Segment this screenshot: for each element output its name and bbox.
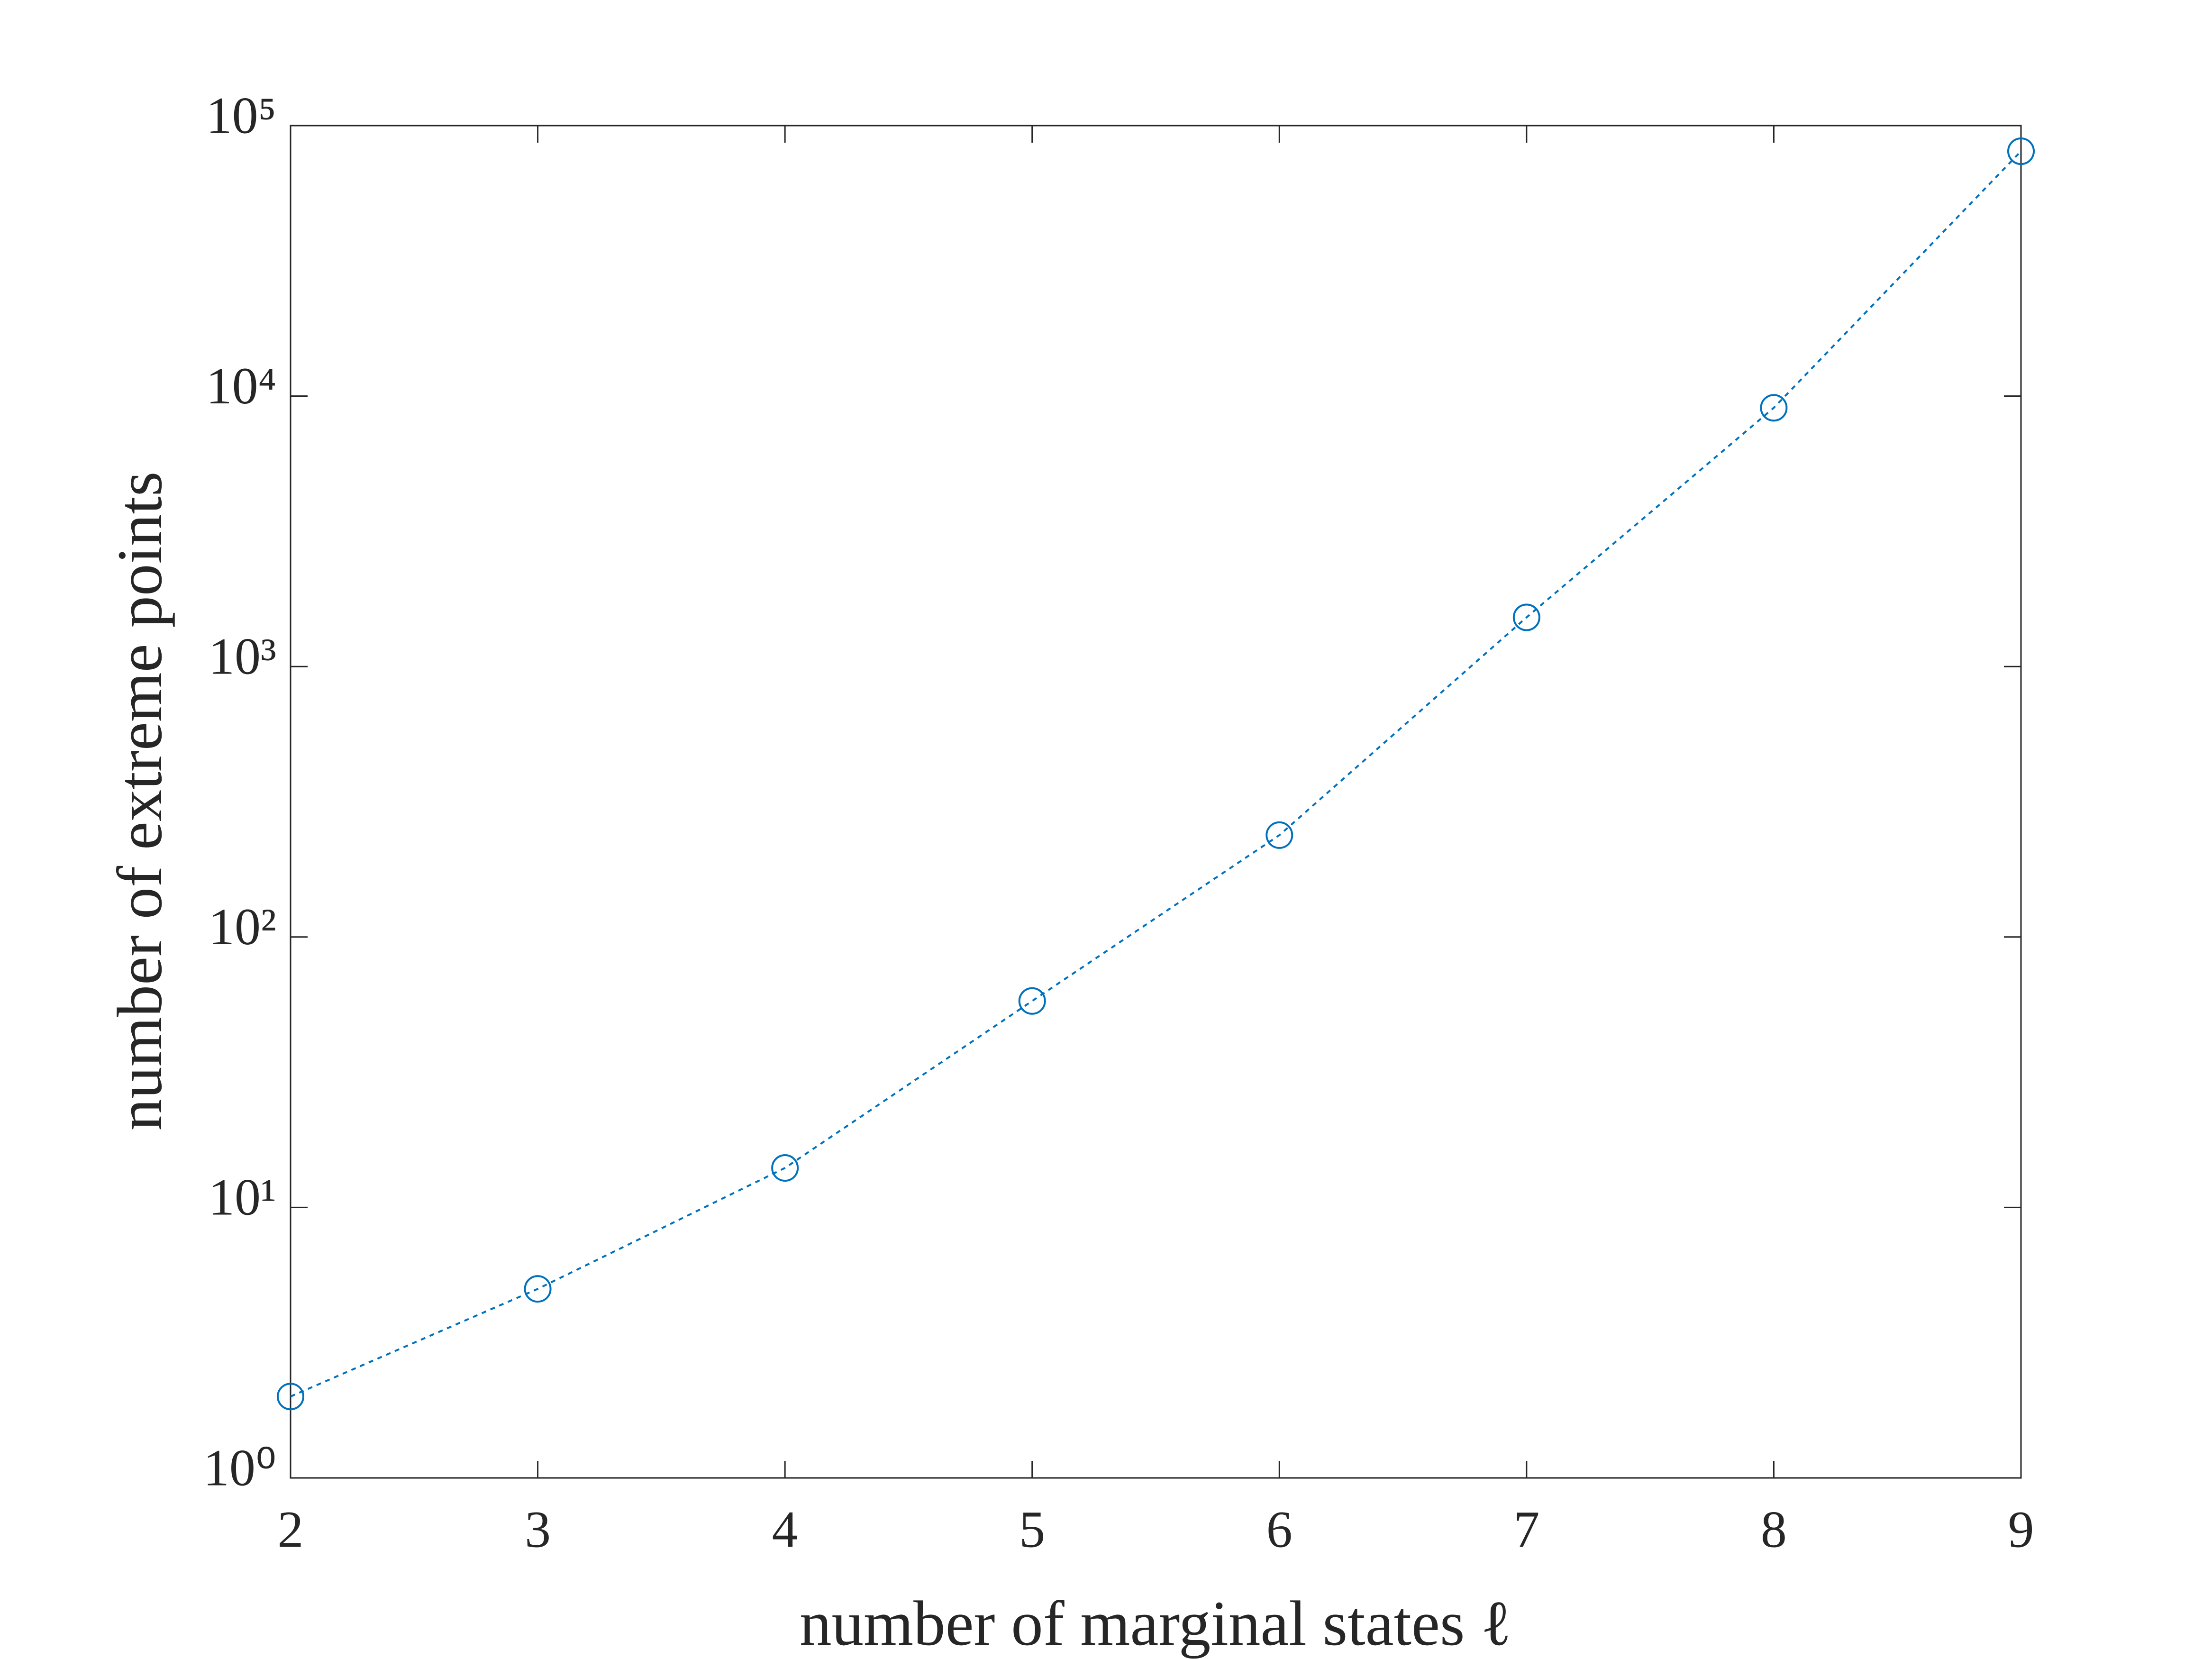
marker xyxy=(1760,394,1788,422)
x-tick-label: 8 xyxy=(1761,1500,1787,1558)
x-tick-label: 6 xyxy=(1266,1500,1293,1558)
marker xyxy=(524,1275,552,1303)
y-tick-label: 10¹ xyxy=(209,1168,276,1226)
x-tick-label: 5 xyxy=(1019,1500,1045,1558)
x-tick-label: 7 xyxy=(1513,1500,1539,1558)
y-tick-label: 10³ xyxy=(209,627,276,685)
marker xyxy=(1512,603,1540,631)
x-tick-label: 9 xyxy=(2008,1500,2034,1558)
y-tick-label: 10⁰ xyxy=(203,1439,276,1496)
marker xyxy=(1265,821,1293,849)
x-tick-label: 2 xyxy=(278,1500,304,1558)
x-axis-label: number of marginal states ℓ xyxy=(800,1588,1511,1659)
marker xyxy=(2007,137,2035,165)
x-tick-label: 3 xyxy=(525,1500,551,1558)
y-tick-label: 10⁴ xyxy=(206,357,276,415)
axes-box xyxy=(290,125,2022,1479)
marker xyxy=(277,1383,304,1411)
marker xyxy=(771,1154,799,1182)
y-tick-label: 10² xyxy=(209,898,276,956)
y-axis-label: number of extreme points xyxy=(105,472,175,1131)
y-tick-label: 10⁵ xyxy=(206,86,276,144)
series-line xyxy=(290,150,2022,1398)
x-tick-label: 4 xyxy=(772,1500,798,1558)
plot-area xyxy=(291,126,2021,1478)
marker xyxy=(1018,987,1046,1015)
